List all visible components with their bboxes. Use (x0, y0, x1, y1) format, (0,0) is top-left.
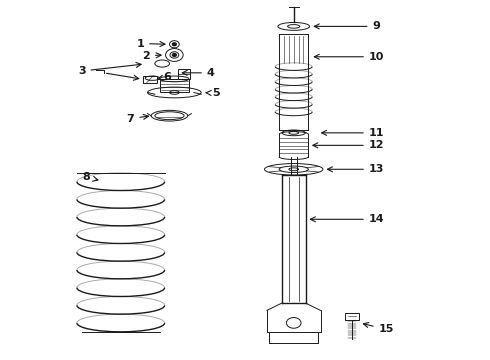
Circle shape (172, 54, 176, 57)
Text: 9: 9 (314, 21, 381, 31)
Text: 15: 15 (364, 323, 394, 334)
Text: 14: 14 (310, 214, 384, 224)
Text: 2: 2 (142, 51, 161, 61)
Text: 13: 13 (327, 164, 384, 174)
Text: 4: 4 (182, 68, 215, 78)
Text: 1: 1 (136, 39, 165, 49)
Bar (178, 68, 190, 79)
Circle shape (172, 43, 176, 46)
Text: 7: 7 (126, 113, 148, 123)
Text: 11: 11 (321, 128, 384, 138)
Bar (143, 76, 157, 83)
Text: 5: 5 (206, 88, 220, 98)
Text: 8: 8 (83, 172, 98, 182)
Text: 12: 12 (313, 140, 384, 150)
Bar (345, 313, 360, 320)
Text: 3: 3 (78, 62, 141, 76)
Bar (160, 79, 189, 93)
Text: 6: 6 (157, 72, 171, 82)
Text: 10: 10 (314, 52, 384, 62)
